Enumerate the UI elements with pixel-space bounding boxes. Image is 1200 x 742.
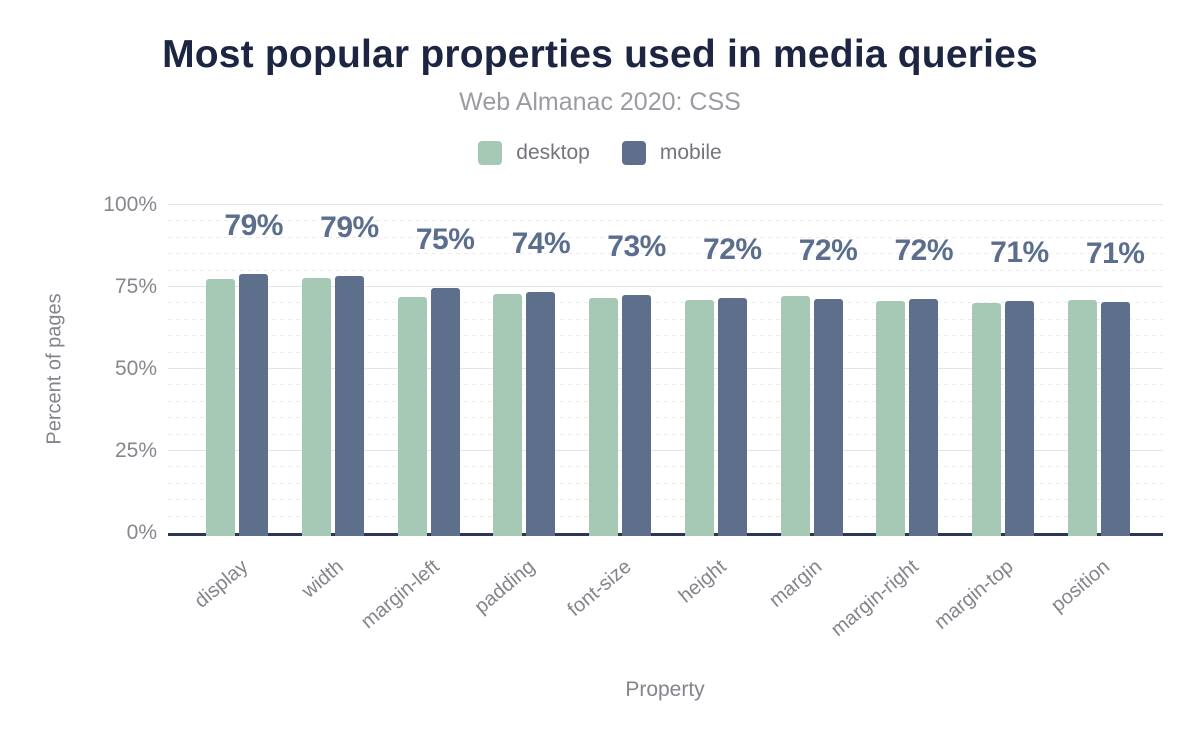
minor-gridline-30 xyxy=(168,433,1163,435)
bar-value-label-width: 79% xyxy=(320,210,379,244)
x-axis-title: Property xyxy=(625,678,705,701)
x-tick-height: height xyxy=(674,555,731,608)
minor-gridline-70 xyxy=(168,302,1163,304)
bar-mobile-margin xyxy=(813,299,843,536)
bar-mobile-font-size xyxy=(622,294,652,536)
major-gridline-75 xyxy=(168,286,1163,287)
legend: desktop mobile xyxy=(0,141,1200,165)
minor-gridline-40 xyxy=(168,400,1163,402)
legend-label-desktop: desktop xyxy=(516,141,590,164)
minor-gridline-35 xyxy=(168,417,1163,419)
desktop-swatch-icon xyxy=(478,141,503,165)
minor-gridline-65 xyxy=(168,318,1163,320)
x-tick-padding: padding xyxy=(470,555,540,619)
major-gridline-25 xyxy=(168,450,1163,451)
minor-gridline-95 xyxy=(168,220,1163,222)
bar-desktop-position xyxy=(1067,300,1097,536)
bar-value-label-margin-right: 72% xyxy=(894,234,954,268)
y-tick-25: 25% xyxy=(114,439,157,462)
minor-gridline-10 xyxy=(168,499,1163,501)
minor-gridline-15 xyxy=(168,482,1163,484)
minor-gridline-5 xyxy=(168,515,1163,517)
bar-desktop-padding xyxy=(493,294,523,536)
y-tick-75: 75% xyxy=(114,275,157,298)
bar-mobile-display xyxy=(239,274,269,536)
minor-gridline-85 xyxy=(168,253,1163,255)
x-tick-margin-right: margin-right xyxy=(826,555,923,642)
bar-desktop-margin-top xyxy=(971,302,1001,536)
mobile-swatch-icon xyxy=(621,141,646,165)
legend-label-mobile: mobile xyxy=(659,141,722,164)
x-tick-margin-left: margin-left xyxy=(357,555,444,634)
minor-gridline-55 xyxy=(168,351,1163,353)
chart-subtitle: Web Almanac 2020: CSS xyxy=(459,88,741,116)
x-tick-width: width xyxy=(298,555,348,603)
bar-desktop-font-size xyxy=(589,298,619,536)
bar-desktop-margin-right xyxy=(876,301,906,536)
legend-item-mobile: mobile xyxy=(621,141,722,165)
bar-mobile-position xyxy=(1100,302,1130,536)
bar-mobile-height xyxy=(717,297,747,536)
y-tick-100: 100% xyxy=(103,193,157,216)
minor-gridline-60 xyxy=(168,335,1163,337)
y-tick-50: 50% xyxy=(114,357,157,380)
bar-value-label-margin-top: 71% xyxy=(990,236,1049,270)
major-gridline-50 xyxy=(168,368,1163,369)
bar-mobile-margin-right xyxy=(909,299,939,536)
bar-desktop-display xyxy=(206,279,236,536)
y-axis-ticks: 100% 75% 50% 25% 0% xyxy=(87,193,157,544)
bar-mobile-width xyxy=(334,275,364,536)
x-tick-font-size: font-size xyxy=(563,555,636,622)
bar-mobile-margin-top xyxy=(1004,301,1034,536)
chart-title: Most popular properties used in media qu… xyxy=(162,33,1038,76)
x-axis-ticks: display width margin-left padding font-size h… xyxy=(168,542,1163,672)
major-gridline-100 xyxy=(168,204,1163,205)
bar-desktop-width xyxy=(301,278,331,536)
bar-value-label-margin: 72% xyxy=(798,234,858,268)
minor-gridline-80 xyxy=(168,269,1163,271)
minor-gridline-90 xyxy=(168,236,1163,238)
legend-item-desktop: desktop xyxy=(478,141,590,165)
plot-area: 79% 79% 75% 74% 73% 72% 72% 72% 71% 71% xyxy=(168,204,1163,536)
x-tick-margin-top: margin-top xyxy=(930,555,1019,634)
bar-value-label-display: 79% xyxy=(224,209,283,243)
y-tick-0: 0% xyxy=(126,521,157,544)
bar-mobile-padding xyxy=(526,291,556,536)
y-axis-title: Percent of pages xyxy=(43,293,66,445)
bar-mobile-margin-left xyxy=(430,288,460,536)
bar-value-label-padding: 74% xyxy=(511,226,571,260)
x-axis-baseline xyxy=(168,533,1163,536)
bar-desktop-margin xyxy=(780,296,810,536)
bar-value-label-height: 72% xyxy=(703,232,762,266)
bar-value-label-margin-left: 75% xyxy=(415,223,475,257)
bar-value-label-position: 71% xyxy=(1085,237,1145,271)
x-tick-position: position xyxy=(1046,555,1114,617)
bar-desktop-margin-left xyxy=(397,297,427,536)
minor-gridline-20 xyxy=(168,466,1163,468)
minor-gridline-45 xyxy=(168,384,1163,386)
bar-value-label-font-size: 73% xyxy=(607,229,666,263)
x-tick-display: display xyxy=(190,555,253,613)
x-tick-margin: margin xyxy=(765,555,827,612)
bar-desktop-height xyxy=(684,300,714,536)
